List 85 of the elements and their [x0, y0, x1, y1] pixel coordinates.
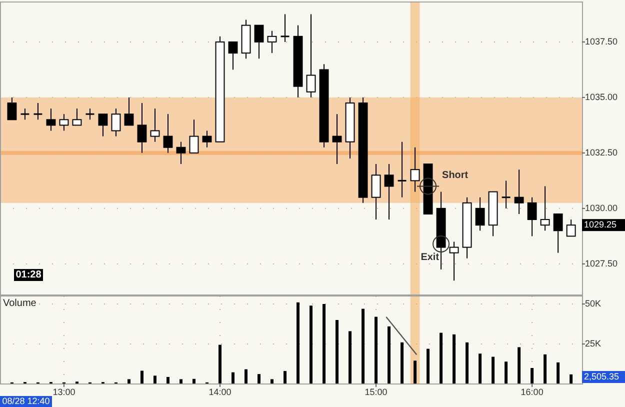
x-tick-label: 13:00 — [52, 387, 76, 397]
candlestick — [176, 141, 186, 165]
candlestick — [72, 108, 82, 126]
candlestick — [59, 114, 69, 132]
candlestick — [98, 114, 108, 137]
bar — [400, 342, 404, 384]
candlestick — [20, 108, 30, 120]
candlestick — [7, 96, 17, 120]
candlestick — [32, 102, 43, 120]
annotation: 1029.25 — [584, 219, 617, 230]
bar — [244, 369, 248, 384]
bar — [232, 372, 235, 384]
bar — [284, 371, 287, 384]
candlestick — [111, 108, 121, 137]
candlestick — [46, 108, 56, 132]
bar — [570, 374, 573, 384]
bar — [544, 354, 547, 384]
candlestick — [267, 30, 277, 54]
bar — [556, 362, 560, 384]
bar — [336, 320, 339, 384]
bar — [530, 368, 534, 384]
candlestick — [566, 219, 576, 237]
candlestick — [501, 180, 512, 209]
y-tick-label: 25K — [585, 338, 602, 348]
bar — [348, 331, 352, 384]
candlestick — [202, 130, 212, 148]
candlestick — [150, 108, 160, 142]
candlestick — [124, 96, 134, 126]
x-tick-label: 15:00 — [364, 387, 388, 397]
candlestick — [371, 164, 381, 220]
x-tick-label: 14:00 — [208, 387, 232, 397]
candlestick — [527, 196, 537, 237]
bar — [362, 308, 365, 384]
bar — [518, 347, 521, 384]
candlestick — [85, 108, 95, 120]
bar — [504, 362, 508, 384]
annotation: Short — [442, 170, 469, 182]
candlestick — [163, 114, 173, 154]
y-tick-label: 1032.50 — [585, 147, 618, 158]
bar — [218, 344, 222, 384]
candlestick — [384, 164, 394, 220]
candlestick — [553, 213, 563, 254]
candlestick — [332, 114, 342, 165]
candlestick — [397, 141, 408, 198]
bar — [388, 326, 391, 384]
y-tick-label: 50K — [585, 298, 602, 308]
bar — [466, 342, 469, 384]
chart-title: Volume — [3, 298, 37, 309]
bar — [153, 376, 156, 384]
candlestick — [475, 196, 485, 232]
y-tick-label: 1027.50 — [585, 258, 618, 268]
y-tick-label: 1037.50 — [585, 36, 618, 46]
candlestick — [137, 102, 147, 154]
bar — [452, 334, 456, 384]
bar — [322, 304, 326, 384]
bar — [414, 360, 417, 384]
bar — [492, 356, 495, 384]
bar — [478, 354, 482, 384]
bar — [296, 302, 300, 384]
y-tick-label: 1035.00 — [585, 92, 618, 102]
text: 08/28 12:40 — [2, 396, 50, 406]
y-tick-label: 1030.00 — [585, 202, 618, 213]
candlestick — [514, 169, 524, 214]
bar — [127, 379, 130, 384]
bar — [270, 379, 274, 384]
candlestick — [254, 24, 264, 60]
candlestick — [280, 14, 290, 42]
candlestick — [306, 14, 316, 98]
candlestick — [228, 41, 238, 70]
bar — [440, 332, 443, 384]
candlestick — [449, 241, 459, 282]
candlestick — [189, 119, 199, 154]
annotation: 01:28 — [16, 270, 42, 281]
annotation: Exit — [420, 252, 440, 263]
bar — [166, 376, 170, 384]
x-tick-label: 16:00 — [520, 387, 544, 397]
candlestick — [540, 186, 550, 232]
bar — [426, 348, 430, 384]
candlestick — [410, 146, 420, 192]
text: 2,505.35 — [584, 371, 620, 382]
bar — [310, 306, 313, 384]
bar — [179, 379, 182, 384]
bar — [258, 374, 261, 384]
bar — [140, 370, 144, 384]
bar — [374, 316, 378, 384]
